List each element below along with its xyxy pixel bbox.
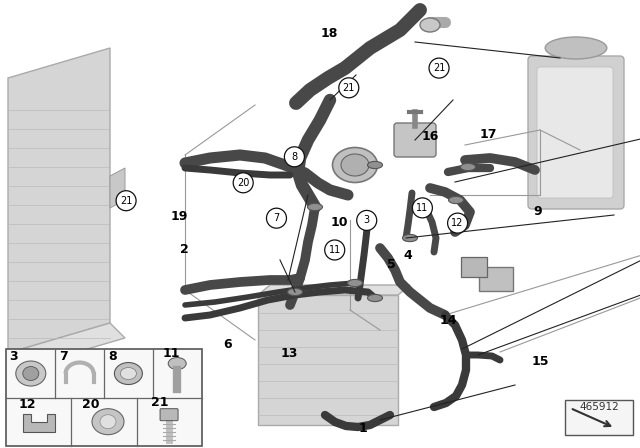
Text: 10: 10 — [330, 216, 348, 229]
Text: 6: 6 — [223, 337, 232, 351]
Text: 7: 7 — [60, 349, 68, 362]
Text: 1: 1 — [358, 422, 367, 435]
Ellipse shape — [100, 415, 116, 429]
Ellipse shape — [23, 366, 39, 380]
Ellipse shape — [92, 409, 124, 435]
Ellipse shape — [461, 164, 476, 171]
Circle shape — [116, 191, 136, 211]
Circle shape — [356, 211, 377, 230]
FancyBboxPatch shape — [258, 295, 398, 425]
FancyBboxPatch shape — [479, 267, 513, 291]
Text: 465912: 465912 — [579, 402, 619, 412]
Text: 20: 20 — [237, 178, 250, 188]
Text: 19: 19 — [170, 210, 188, 224]
Circle shape — [266, 208, 287, 228]
Circle shape — [412, 198, 433, 218]
Text: 12: 12 — [451, 218, 464, 228]
Text: 3: 3 — [364, 215, 370, 225]
Polygon shape — [23, 414, 55, 432]
Text: 21: 21 — [342, 83, 355, 93]
Text: 8: 8 — [291, 152, 298, 162]
Ellipse shape — [115, 362, 143, 384]
Ellipse shape — [367, 161, 383, 168]
Ellipse shape — [287, 289, 303, 296]
Text: 16: 16 — [421, 130, 439, 143]
FancyBboxPatch shape — [528, 56, 624, 209]
Text: 9: 9 — [533, 205, 542, 219]
Text: 20: 20 — [82, 398, 99, 411]
Text: 11: 11 — [162, 346, 180, 359]
Polygon shape — [110, 168, 125, 208]
Text: 8: 8 — [108, 349, 117, 362]
Text: 11: 11 — [416, 203, 429, 213]
Text: 17: 17 — [479, 128, 497, 141]
Ellipse shape — [120, 367, 136, 379]
Text: 11: 11 — [328, 245, 341, 255]
Circle shape — [447, 213, 468, 233]
Circle shape — [339, 78, 359, 98]
FancyBboxPatch shape — [461, 257, 487, 277]
FancyBboxPatch shape — [565, 400, 633, 435]
Ellipse shape — [449, 196, 463, 203]
Text: 18: 18 — [320, 26, 338, 40]
Text: 5: 5 — [387, 258, 396, 271]
Ellipse shape — [545, 37, 607, 59]
Ellipse shape — [403, 234, 417, 241]
Text: 15: 15 — [532, 355, 550, 369]
FancyBboxPatch shape — [6, 349, 202, 446]
Ellipse shape — [168, 358, 186, 370]
Polygon shape — [258, 285, 410, 295]
Text: 13: 13 — [280, 347, 298, 361]
Ellipse shape — [16, 361, 46, 386]
Ellipse shape — [420, 18, 440, 32]
Circle shape — [233, 173, 253, 193]
FancyBboxPatch shape — [160, 409, 178, 421]
Ellipse shape — [348, 280, 362, 287]
Text: 7: 7 — [273, 213, 280, 223]
Circle shape — [284, 147, 305, 167]
FancyBboxPatch shape — [537, 67, 613, 198]
Polygon shape — [8, 48, 110, 353]
Circle shape — [429, 58, 449, 78]
Polygon shape — [8, 323, 125, 368]
Ellipse shape — [307, 203, 323, 211]
Ellipse shape — [341, 154, 369, 176]
Text: 21: 21 — [151, 396, 168, 409]
Text: 2: 2 — [180, 242, 189, 256]
Text: 3: 3 — [9, 349, 17, 362]
FancyBboxPatch shape — [394, 123, 436, 157]
Circle shape — [324, 240, 345, 260]
Text: 4: 4 — [403, 249, 412, 262]
Ellipse shape — [367, 294, 383, 302]
Text: 12: 12 — [19, 398, 36, 411]
Text: 21: 21 — [433, 63, 445, 73]
Text: 21: 21 — [120, 196, 132, 206]
Ellipse shape — [333, 147, 378, 182]
Text: 14: 14 — [439, 314, 457, 327]
